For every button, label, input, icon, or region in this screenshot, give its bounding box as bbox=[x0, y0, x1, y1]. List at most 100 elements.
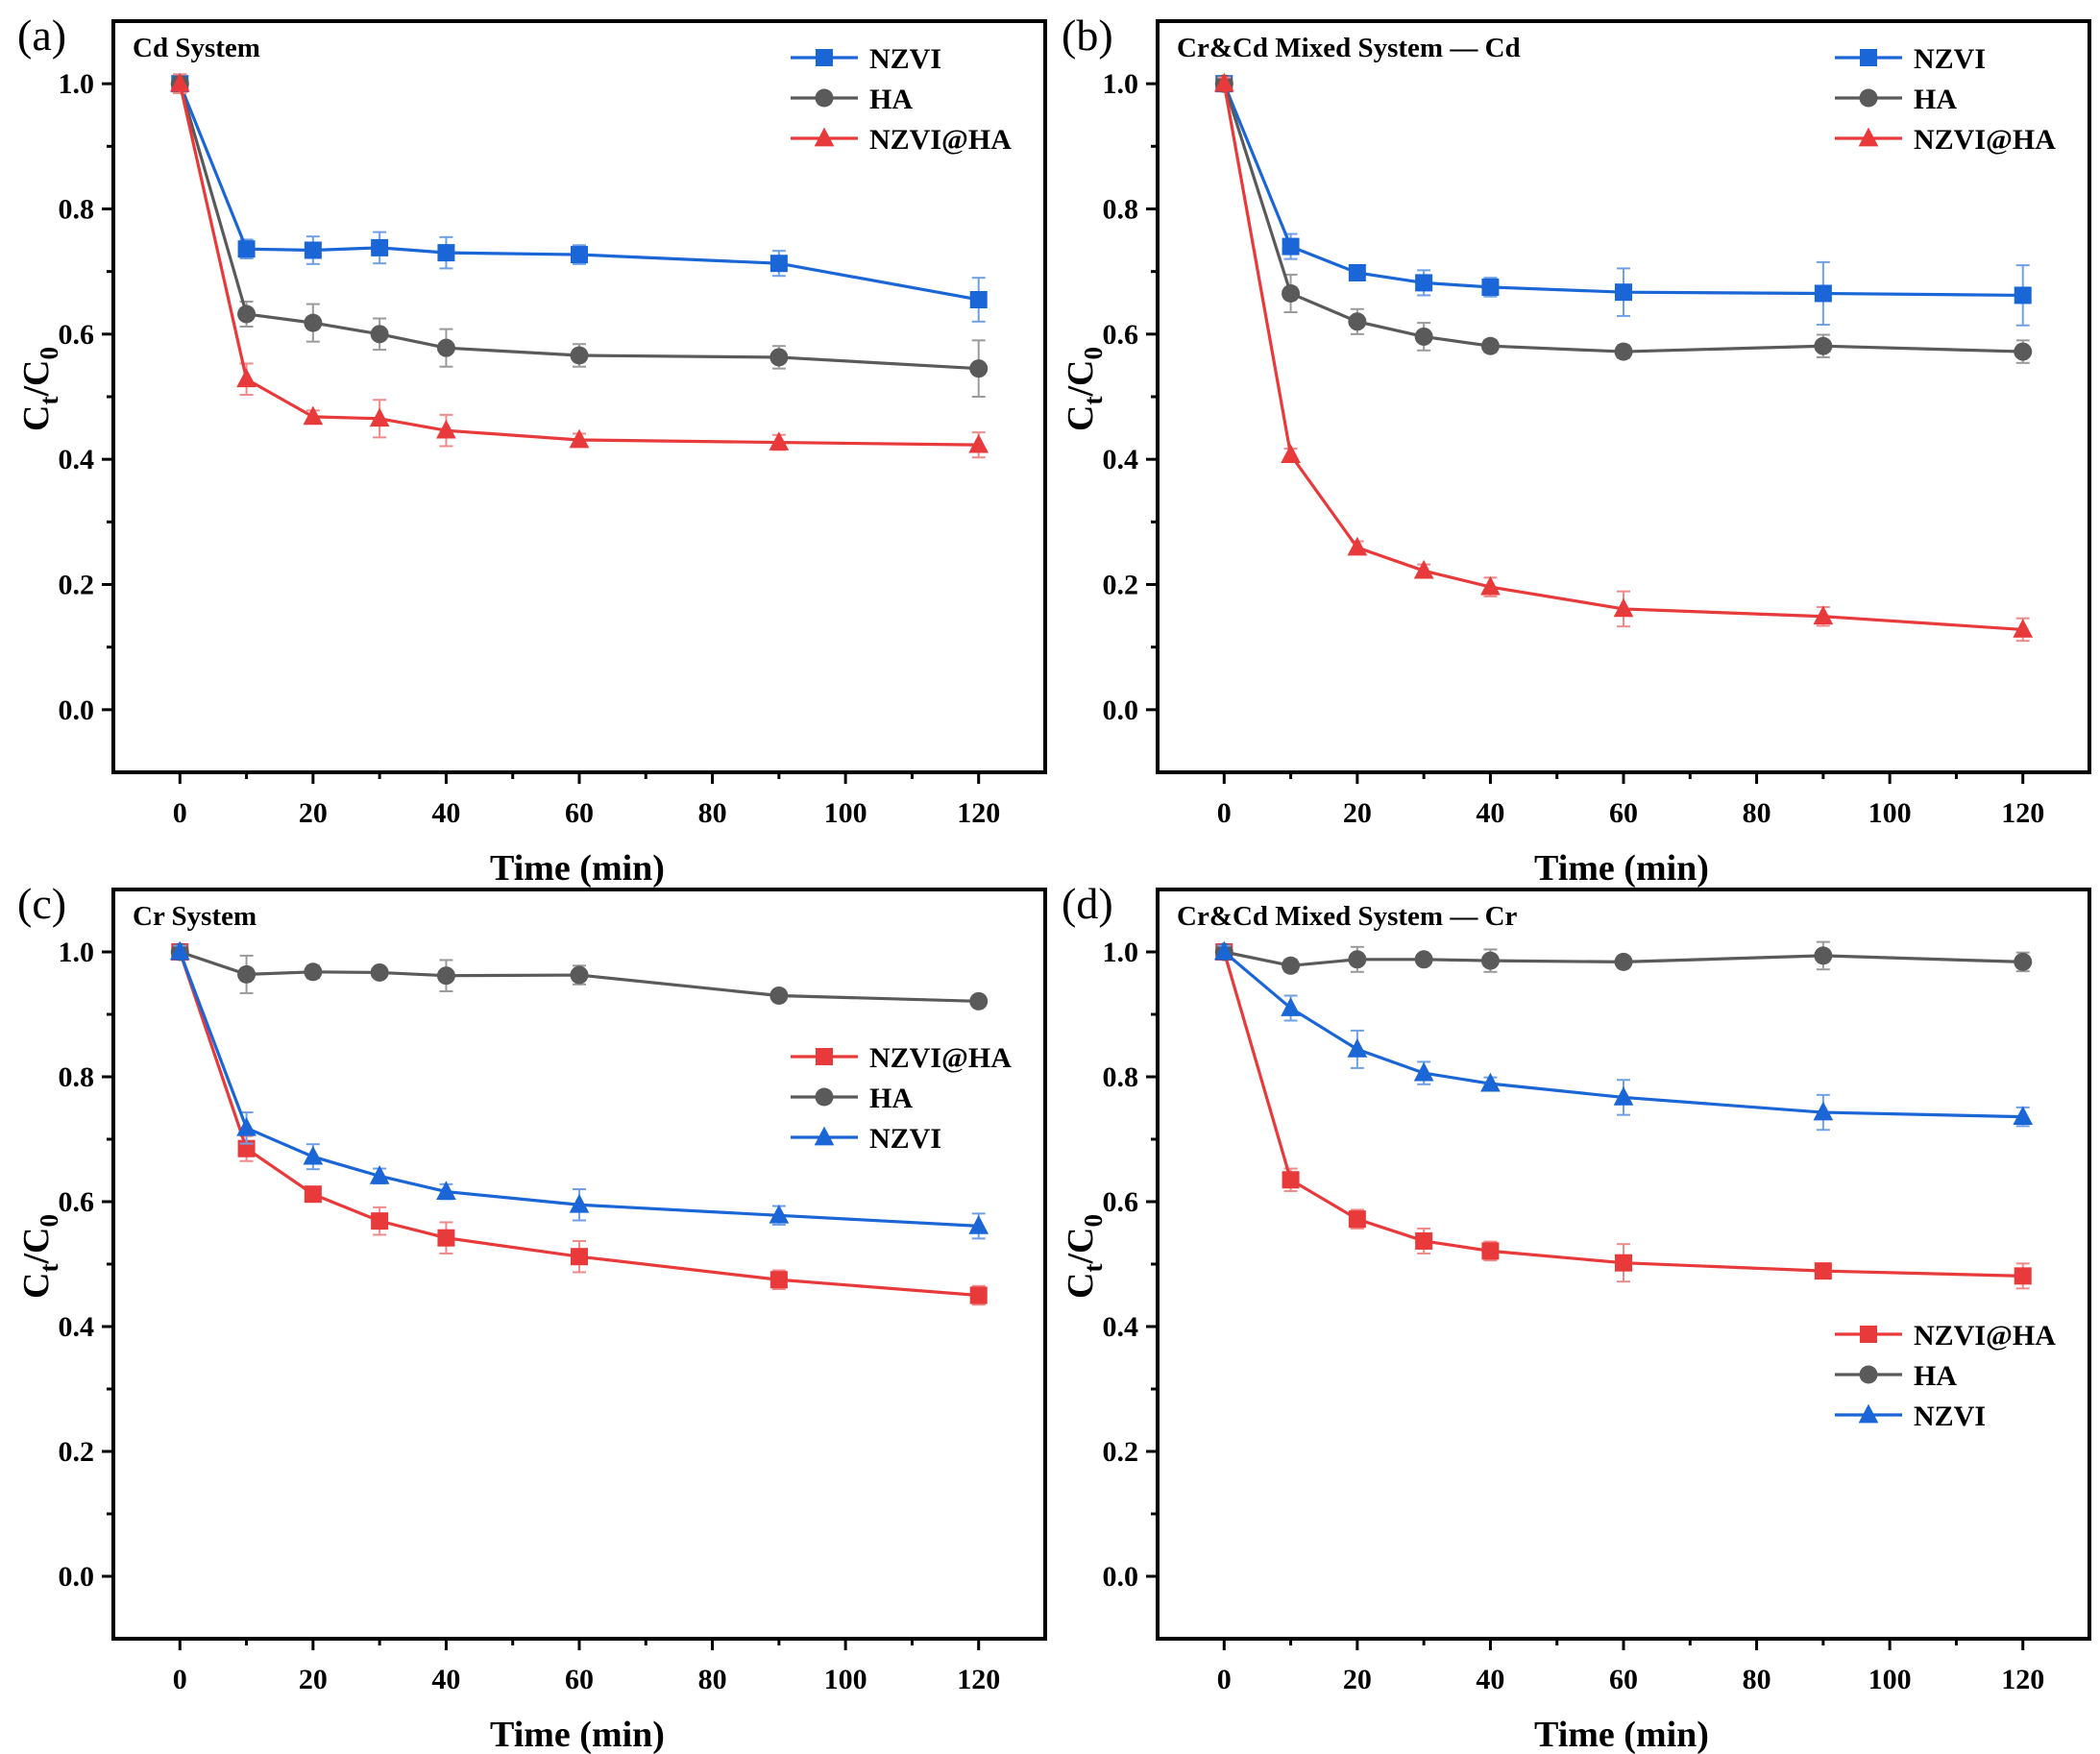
data-point bbox=[303, 405, 324, 426]
data-point bbox=[769, 431, 790, 451]
data-point bbox=[1348, 1210, 1366, 1229]
data-point bbox=[571, 246, 588, 264]
data-point bbox=[1614, 952, 1633, 971]
y-tick-label: 0.4 bbox=[1103, 1311, 1139, 1343]
data-point bbox=[969, 991, 989, 1011]
y-axis-subscript: t bbox=[1079, 1264, 1108, 1273]
legend-marker bbox=[1858, 127, 1879, 147]
data-point bbox=[169, 72, 190, 92]
data-point bbox=[969, 359, 989, 378]
data-point bbox=[436, 966, 455, 986]
series-line bbox=[1222, 951, 2023, 1278]
data-point bbox=[1281, 444, 1301, 463]
y-tick-label: 0.8 bbox=[59, 1061, 95, 1093]
series-line bbox=[178, 951, 979, 1298]
data-point bbox=[236, 1116, 256, 1136]
data-point bbox=[969, 290, 988, 308]
y-tick-label: 0.0 bbox=[59, 1561, 95, 1593]
data-point bbox=[437, 1229, 455, 1247]
data-point bbox=[1814, 336, 1833, 355]
y-axis-text: /C bbox=[1061, 360, 1101, 398]
legend: NZVI@HA HA NZVI bbox=[791, 1042, 1012, 1155]
x-tick-label: 40 bbox=[431, 1664, 460, 1695]
panel-label: (b) bbox=[1062, 11, 1113, 60]
data-point bbox=[769, 1204, 790, 1224]
x-tick-label: 100 bbox=[1868, 797, 1912, 829]
data-point bbox=[1480, 336, 1500, 355]
y-axis-subscript: 0 bbox=[35, 1214, 63, 1228]
y-tick-label: 1.0 bbox=[1103, 937, 1139, 968]
y-axis-text: /C bbox=[1061, 1228, 1101, 1265]
x-axis-title: Time (min) bbox=[490, 1715, 665, 1754]
y-tick-label: 0.4 bbox=[59, 1311, 95, 1343]
x-tick-label: 60 bbox=[1609, 1664, 1638, 1695]
series-line bbox=[178, 83, 979, 447]
data-point bbox=[1480, 1072, 1501, 1092]
x-tick-label: 100 bbox=[824, 1664, 867, 1695]
legend: NZVI HA NZVI@HA bbox=[1835, 43, 2056, 156]
data-point bbox=[968, 433, 989, 453]
data-point bbox=[237, 964, 256, 984]
data-point bbox=[571, 1248, 588, 1266]
data-point bbox=[569, 1193, 590, 1213]
y-axis-subscript: t bbox=[1079, 397, 1108, 405]
data-point bbox=[1414, 327, 1433, 346]
data-point bbox=[769, 1271, 788, 1289]
data-point bbox=[369, 1165, 390, 1184]
series-nzvi-at-ha bbox=[1213, 72, 2034, 643]
panel-3: 0 20 40 60 80 100 120 0.0 0.2 0.4 0.6 0.8 1.0 Time (m… bbox=[16, 879, 1047, 1754]
data-point bbox=[1413, 1061, 1434, 1082]
data-point bbox=[169, 940, 190, 961]
legend-marker bbox=[1860, 49, 1877, 66]
data-point bbox=[1347, 536, 1368, 556]
panel-title: Cr System bbox=[133, 901, 256, 932]
data-point bbox=[236, 368, 256, 388]
data-point bbox=[370, 962, 389, 982]
y-axis-text: /C bbox=[16, 1228, 57, 1265]
data-point bbox=[304, 962, 323, 982]
data-point bbox=[1814, 284, 1832, 303]
data-point bbox=[1480, 951, 1500, 970]
legend: NZVI@HA HA NZVI bbox=[1835, 1320, 2056, 1432]
data-point bbox=[371, 1212, 389, 1230]
series-line bbox=[179, 950, 979, 1003]
x-tick-label: 80 bbox=[1743, 797, 1771, 829]
y-tick-label: 0.8 bbox=[1103, 194, 1139, 226]
y-tick-label: 0.4 bbox=[1103, 444, 1139, 475]
x-tick-label: 80 bbox=[1743, 1664, 1771, 1695]
x-tick-label: 20 bbox=[299, 797, 328, 829]
series-ha bbox=[1214, 74, 2033, 364]
x-tick-label: 20 bbox=[299, 1664, 328, 1695]
y-tick-label: 0.8 bbox=[59, 194, 95, 226]
x-tick-label: 80 bbox=[698, 1664, 727, 1695]
x-tick-label: 20 bbox=[1343, 1664, 1372, 1695]
panel-title: Cd System bbox=[133, 33, 260, 63]
legend-label: HA bbox=[869, 1083, 913, 1114]
x-tick-label: 0 bbox=[1217, 797, 1232, 829]
series-nzvi bbox=[1213, 940, 2034, 1132]
y-axis-text: C bbox=[1061, 1273, 1101, 1299]
x-tick-label: 0 bbox=[1217, 1664, 1232, 1695]
panel-label: (c) bbox=[17, 879, 66, 928]
data-point bbox=[2014, 342, 2033, 361]
data-point bbox=[1348, 263, 1366, 281]
series-nzvi bbox=[1215, 75, 2032, 327]
data-point bbox=[304, 1185, 322, 1204]
legend-marker bbox=[1860, 1326, 1877, 1343]
series-ha bbox=[1214, 940, 2033, 975]
legend-label: NZVI bbox=[1914, 1401, 1986, 1432]
data-point bbox=[437, 244, 455, 262]
x-tick-label: 20 bbox=[1343, 797, 1372, 829]
data-point bbox=[1347, 1038, 1368, 1058]
y-tick-label: 1.0 bbox=[59, 937, 95, 968]
y-axis-subscript: 0 bbox=[35, 347, 63, 360]
x-axis-title: Time (min) bbox=[1534, 848, 1709, 889]
series-ha bbox=[170, 73, 989, 398]
x-tick-label: 40 bbox=[1476, 1664, 1504, 1695]
y-axis-text: C bbox=[16, 1273, 57, 1299]
data-point bbox=[2013, 1106, 2034, 1125]
series-line bbox=[178, 83, 980, 302]
series-ha bbox=[170, 942, 989, 1011]
panel-title: Cr&Cd Mixed System — Cd bbox=[1177, 33, 1521, 63]
data-point bbox=[2014, 952, 2033, 971]
